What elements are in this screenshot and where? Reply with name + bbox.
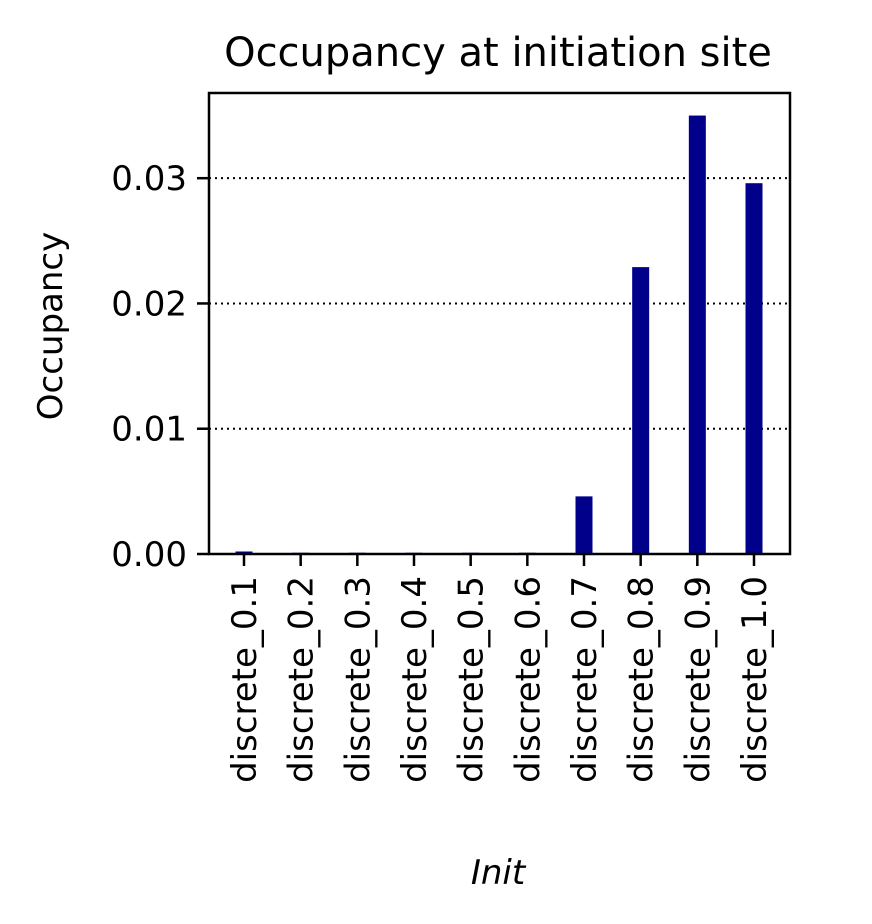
y-axis-ticks: 0.00 0.01 0.02 0.03 [111,159,209,575]
bar [235,551,253,554]
bar [688,115,706,554]
plot-frame [207,91,792,556]
x-tick-label: discrete_0.5 [452,576,492,783]
x-tick-label: discrete_0.6 [508,576,548,783]
x-axis-ticks: discrete_0.1 discrete_0.2 discrete_0.3 disc… [225,554,775,783]
x-axis-label: Init [471,853,527,893]
x-tick-label: discrete_0.9 [678,576,718,783]
x-tick-label: discrete_1.0 [735,576,775,783]
y-tick-label: 0.00 [111,535,187,575]
y-axis-label: Occupancy [31,232,71,420]
chart-title: Occupancy at initiation site [224,30,772,76]
x-tick-label: discrete_0.1 [225,576,265,783]
x-tick-label: discrete_0.7 [565,576,605,783]
x-tick-label: discrete_0.4 [395,576,435,783]
grid-lines [209,177,790,430]
bar [575,496,593,554]
y-tick-label: 0.03 [111,159,187,199]
y-tick-label: 0.02 [111,284,187,324]
y-tick-label: 0.01 [111,410,187,450]
bars [235,115,763,554]
x-tick-label: discrete_0.8 [622,576,662,783]
x-tick-label: discrete_0.2 [282,576,322,783]
bar [745,183,763,554]
bar [632,267,650,554]
x-tick-label: discrete_0.3 [338,576,378,783]
